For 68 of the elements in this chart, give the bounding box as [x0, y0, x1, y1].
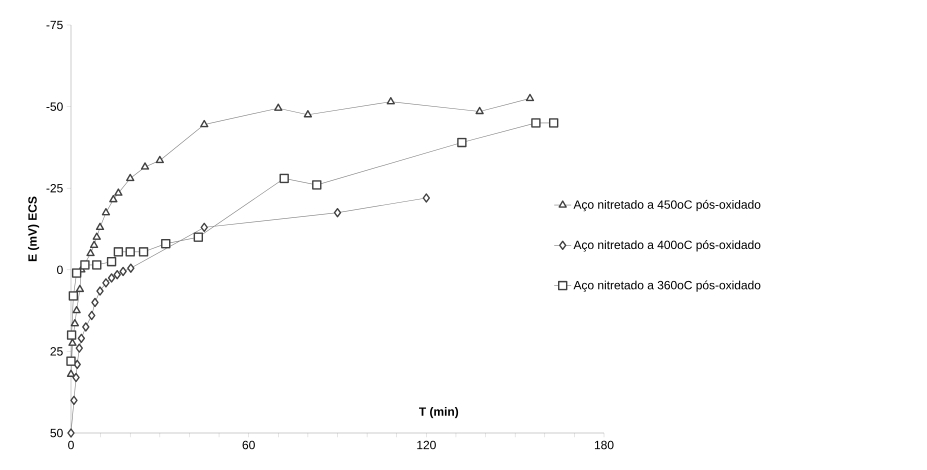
point: [90, 240, 98, 248]
point: [92, 260, 102, 270]
point: [119, 266, 127, 276]
point: [138, 247, 148, 257]
point: [304, 110, 312, 118]
point: [91, 298, 99, 308]
point: [76, 284, 84, 292]
point: [334, 208, 342, 218]
point: [200, 222, 208, 232]
point: [156, 156, 164, 164]
y-tick-label: -25: [46, 184, 63, 192]
point: [127, 263, 135, 273]
point: [140, 162, 150, 170]
point: [88, 310, 96, 320]
point: [66, 356, 76, 366]
point: [102, 278, 110, 288]
point: [312, 180, 322, 190]
point: [194, 232, 204, 242]
point: [92, 232, 101, 240]
x-tick-label: 180: [594, 440, 614, 450]
point: [126, 247, 135, 257]
point: [82, 322, 90, 332]
point: [386, 97, 395, 104]
x-tick-label: 0: [68, 440, 74, 450]
x-tick-label: 60: [242, 440, 255, 450]
point: [68, 291, 78, 301]
point: [72, 306, 81, 314]
y-tick-label: -75: [46, 20, 63, 30]
point: [200, 120, 208, 128]
point: [161, 239, 170, 248]
point: [526, 94, 534, 102]
point: [106, 256, 116, 266]
point: [86, 248, 95, 256]
x-tick-label: 120: [417, 440, 436, 450]
point: [126, 174, 134, 182]
y-tick-label: 25: [50, 347, 63, 356]
point: [80, 260, 90, 270]
legend-label: Aço nitretado a 360oC pós-oxidado: [574, 280, 760, 292]
legend-label: Aço nitretado a 450oC pós-oxidado: [574, 200, 760, 212]
y-tick-label: 0: [57, 266, 63, 274]
point: [74, 360, 81, 370]
point: [70, 396, 78, 406]
y-tick-label: -50: [46, 102, 63, 111]
point: [114, 247, 124, 257]
point: [109, 194, 118, 202]
point: [274, 104, 282, 111]
legend-label: Aço nitretado a 400oC pós-oxidado: [574, 240, 760, 252]
point: [457, 138, 467, 148]
point: [108, 273, 116, 283]
point: [67, 428, 75, 438]
y-tick-label: 50: [50, 428, 63, 438]
point: [96, 286, 104, 296]
point: [66, 330, 76, 340]
point: [102, 208, 110, 216]
point: [475, 106, 484, 114]
point: [280, 174, 289, 184]
point: [548, 118, 558, 128]
point: [531, 118, 541, 128]
point: [114, 270, 121, 280]
point: [422, 193, 430, 203]
point: [96, 222, 104, 230]
point: [72, 372, 80, 382]
point: [76, 343, 83, 353]
y-axis-title: E (mV) ECS: [28, 196, 40, 262]
point: [114, 188, 123, 196]
x-axis-title: T (min): [418, 407, 458, 418]
point: [78, 334, 86, 344]
point: [72, 268, 82, 278]
